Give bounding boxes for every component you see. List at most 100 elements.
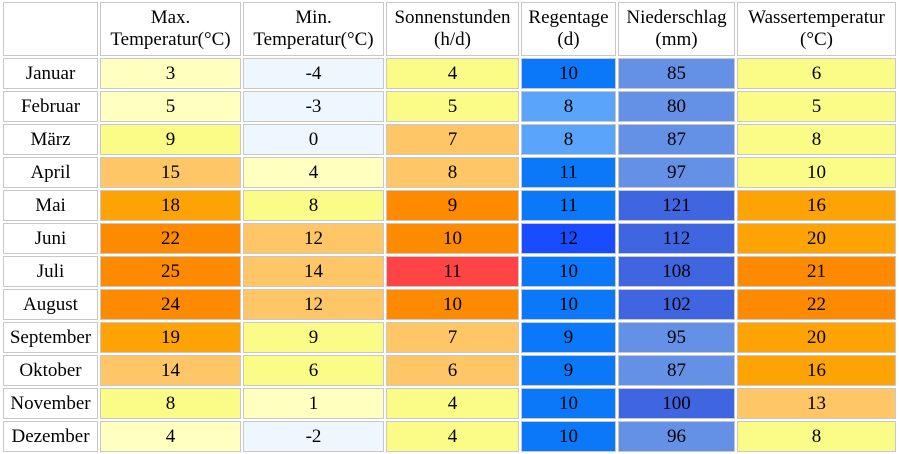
table-row: September 19 9 7 9 95 20: [3, 322, 896, 353]
month-label: März: [3, 124, 98, 155]
cell-min-temp: 14: [243, 256, 384, 287]
table-row: November 8 1 4 10 100 13: [3, 388, 896, 419]
cell-rain-days: 9: [521, 322, 616, 353]
cell-water-temp: 20: [737, 322, 896, 353]
cell-precipitation: 85: [618, 58, 735, 89]
cell-max-temp: 15: [100, 157, 241, 188]
cell-sunshine-hours: 6: [386, 355, 519, 386]
cell-max-temp: 9: [100, 124, 241, 155]
table-body: Januar 3 -4 4 10 85 6 Februar 5 -3 5 8 80 5 März 9 0 7 8 87…: [3, 58, 896, 452]
month-label: Dezember: [3, 421, 98, 452]
cell-water-temp: 20: [737, 223, 896, 254]
cell-water-temp: 16: [737, 355, 896, 386]
header-precipitation: Niederschlag (mm): [618, 2, 735, 56]
cell-precipitation: 96: [618, 421, 735, 452]
cell-sunshine-hours: 7: [386, 124, 519, 155]
cell-sunshine-hours: 10: [386, 289, 519, 320]
header-max-temp: Max. Temperatur(°C): [100, 2, 241, 56]
month-label: August: [3, 289, 98, 320]
cell-precipitation: 102: [618, 289, 735, 320]
header-rain-days: Regentage (d): [521, 2, 616, 56]
cell-max-temp: 5: [100, 91, 241, 122]
header-min-temp: Min. Temperatur(°C): [243, 2, 384, 56]
corner-cell: [3, 2, 98, 56]
cell-sunshine-hours: 5: [386, 91, 519, 122]
cell-min-temp: 4: [243, 157, 384, 188]
month-label: November: [3, 388, 98, 419]
cell-max-temp: 14: [100, 355, 241, 386]
cell-precipitation: 95: [618, 322, 735, 353]
cell-sunshine-hours: 10: [386, 223, 519, 254]
table-row: Januar 3 -4 4 10 85 6: [3, 58, 896, 89]
cell-water-temp: 10: [737, 157, 896, 188]
table-row: Oktober 14 6 6 9 87 16: [3, 355, 896, 386]
cell-rain-days: 10: [521, 58, 616, 89]
cell-rain-days: 10: [521, 388, 616, 419]
cell-precipitation: 100: [618, 388, 735, 419]
cell-min-temp: -4: [243, 58, 384, 89]
cell-rain-days: 8: [521, 124, 616, 155]
table-row: August 24 12 10 10 102 22: [3, 289, 896, 320]
cell-max-temp: 24: [100, 289, 241, 320]
table-row: März 9 0 7 8 87 8: [3, 124, 896, 155]
cell-precipitation: 121: [618, 190, 735, 221]
month-label: Oktober: [3, 355, 98, 386]
cell-min-temp: 6: [243, 355, 384, 386]
cell-max-temp: 19: [100, 322, 241, 353]
cell-precipitation: 108: [618, 256, 735, 287]
cell-rain-days: 10: [521, 256, 616, 287]
month-label: Februar: [3, 91, 98, 122]
cell-min-temp: -3: [243, 91, 384, 122]
month-label: Juli: [3, 256, 98, 287]
cell-min-temp: -2: [243, 421, 384, 452]
cell-sunshine-hours: 4: [386, 421, 519, 452]
cell-water-temp: 6: [737, 58, 896, 89]
table-row: April 15 4 8 11 97 10: [3, 157, 896, 188]
cell-precipitation: 87: [618, 355, 735, 386]
table-row: Juli 25 14 11 10 108 21: [3, 256, 896, 287]
cell-min-temp: 0: [243, 124, 384, 155]
cell-max-temp: 8: [100, 388, 241, 419]
cell-water-temp: 8: [737, 421, 896, 452]
cell-min-temp: 12: [243, 223, 384, 254]
cell-water-temp: 8: [737, 124, 896, 155]
cell-sunshine-hours: 4: [386, 388, 519, 419]
cell-max-temp: 3: [100, 58, 241, 89]
cell-rain-days: 8: [521, 91, 616, 122]
cell-sunshine-hours: 8: [386, 157, 519, 188]
cell-max-temp: 22: [100, 223, 241, 254]
cell-rain-days: 12: [521, 223, 616, 254]
cell-rain-days: 11: [521, 190, 616, 221]
cell-sunshine-hours: 11: [386, 256, 519, 287]
cell-sunshine-hours: 9: [386, 190, 519, 221]
month-label: September: [3, 322, 98, 353]
cell-min-temp: 9: [243, 322, 384, 353]
cell-min-temp: 1: [243, 388, 384, 419]
header-row: Max. Temperatur(°C) Min. Temperatur(°C) So…: [3, 2, 896, 56]
table-row: Dezember 4 -2 4 10 96 8: [3, 421, 896, 452]
cell-precipitation: 97: [618, 157, 735, 188]
table-row: Februar 5 -3 5 8 80 5: [3, 91, 896, 122]
table-row: Mai 18 8 9 11 121 16: [3, 190, 896, 221]
cell-min-temp: 8: [243, 190, 384, 221]
month-label: Januar: [3, 58, 98, 89]
month-label: Juni: [3, 223, 98, 254]
cell-max-temp: 4: [100, 421, 241, 452]
cell-precipitation: 80: [618, 91, 735, 122]
cell-water-temp: 16: [737, 190, 896, 221]
cell-rain-days: 10: [521, 289, 616, 320]
cell-sunshine-hours: 7: [386, 322, 519, 353]
cell-water-temp: 5: [737, 91, 896, 122]
cell-rain-days: 11: [521, 157, 616, 188]
cell-max-temp: 18: [100, 190, 241, 221]
table-row: Juni 22 12 10 12 112 20: [3, 223, 896, 254]
cell-precipitation: 112: [618, 223, 735, 254]
cell-sunshine-hours: 4: [386, 58, 519, 89]
month-label: Mai: [3, 190, 98, 221]
cell-min-temp: 12: [243, 289, 384, 320]
cell-rain-days: 9: [521, 355, 616, 386]
month-label: April: [3, 157, 98, 188]
cell-water-temp: 13: [737, 388, 896, 419]
header-water-temp: Wassertemperatur (°C): [737, 2, 896, 56]
